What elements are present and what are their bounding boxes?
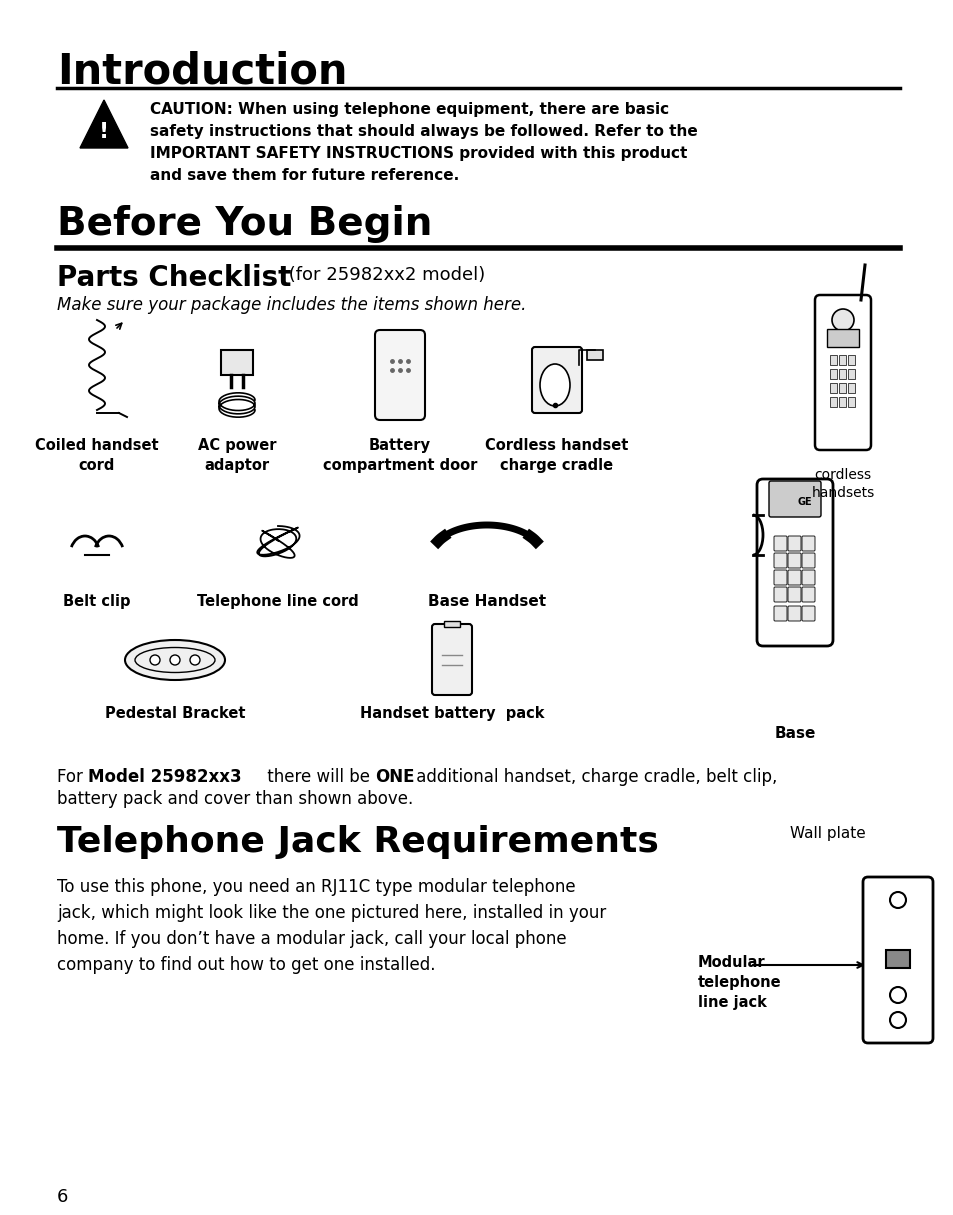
Text: Coiled handset
cord: Coiled handset cord (35, 437, 158, 473)
Ellipse shape (539, 364, 569, 406)
Text: there will be: there will be (262, 768, 375, 786)
FancyBboxPatch shape (432, 625, 472, 695)
FancyBboxPatch shape (773, 553, 786, 567)
Text: Pedestal Bracket: Pedestal Bracket (105, 706, 245, 720)
Bar (443, 621, 459, 627)
Bar (829, 397, 836, 407)
FancyBboxPatch shape (757, 479, 832, 646)
Bar (826, 329, 858, 347)
Circle shape (889, 987, 905, 1004)
Bar (829, 383, 836, 392)
Text: Base: Base (774, 727, 815, 741)
Text: Telephone Jack Requirements: Telephone Jack Requirements (57, 825, 659, 859)
Bar (838, 383, 845, 392)
Circle shape (150, 655, 160, 665)
Text: battery pack and cover than shown above.: battery pack and cover than shown above. (57, 790, 413, 808)
FancyBboxPatch shape (787, 587, 801, 601)
Circle shape (889, 1012, 905, 1028)
Text: Cordless handset
charge cradle: Cordless handset charge cradle (485, 437, 628, 473)
Text: To use this phone, you need an RJ11C type modular telephone: To use this phone, you need an RJ11C typ… (57, 878, 575, 895)
Text: CAUTION: When using telephone equipment, there are basic: CAUTION: When using telephone equipment,… (150, 102, 668, 117)
Bar (586, 350, 602, 360)
Text: GE: GE (797, 497, 811, 507)
Text: Modular
telephone
line jack: Modular telephone line jack (698, 955, 781, 1010)
Text: AC power
adaptor: AC power adaptor (197, 437, 276, 473)
FancyBboxPatch shape (801, 587, 814, 601)
Text: Introduction: Introduction (57, 50, 347, 92)
Text: !: ! (99, 122, 109, 142)
FancyBboxPatch shape (801, 536, 814, 550)
Bar (829, 355, 836, 364)
Text: cordless
handsets: cordless handsets (810, 468, 874, 501)
Text: jack, which might look like the one pictured here, installed in your: jack, which might look like the one pict… (57, 904, 605, 922)
Text: Before You Begin: Before You Begin (57, 205, 432, 243)
FancyBboxPatch shape (787, 553, 801, 567)
Text: Parts Checklist: Parts Checklist (57, 264, 291, 292)
Ellipse shape (831, 309, 853, 330)
Text: Wall plate: Wall plate (789, 826, 864, 841)
Text: For: For (57, 768, 88, 786)
Bar (847, 383, 854, 392)
FancyBboxPatch shape (801, 570, 814, 584)
FancyBboxPatch shape (773, 606, 786, 621)
FancyBboxPatch shape (773, 570, 786, 584)
Text: home. If you don’t have a modular jack, call your local phone: home. If you don’t have a modular jack, … (57, 929, 566, 948)
FancyBboxPatch shape (787, 606, 801, 621)
FancyBboxPatch shape (773, 587, 786, 601)
Text: Base Handset: Base Handset (428, 594, 545, 609)
Text: (for 25982xx2 model): (for 25982xx2 model) (283, 266, 485, 284)
FancyBboxPatch shape (787, 570, 801, 584)
Bar (221, 350, 253, 375)
Text: additional handset, charge cradle, belt clip,: additional handset, charge cradle, belt … (411, 768, 777, 786)
FancyBboxPatch shape (375, 330, 424, 420)
FancyBboxPatch shape (862, 877, 932, 1042)
Bar (838, 397, 845, 407)
FancyBboxPatch shape (532, 347, 581, 413)
Bar (847, 369, 854, 379)
Bar (885, 950, 909, 968)
FancyBboxPatch shape (773, 536, 786, 550)
Text: ONE: ONE (375, 768, 414, 786)
Circle shape (170, 655, 180, 665)
Text: Model 25982xx3: Model 25982xx3 (88, 768, 241, 786)
FancyBboxPatch shape (768, 481, 821, 518)
Bar (838, 355, 845, 364)
Text: Battery
compartment door: Battery compartment door (322, 437, 476, 473)
Text: IMPORTANT SAFETY INSTRUCTIONS provided with this product: IMPORTANT SAFETY INSTRUCTIONS provided w… (150, 146, 687, 162)
Bar (847, 355, 854, 364)
Bar (838, 369, 845, 379)
Bar (847, 397, 854, 407)
Text: Make sure your package includes the items shown here.: Make sure your package includes the item… (57, 296, 526, 313)
FancyBboxPatch shape (814, 295, 870, 450)
Text: and save them for future reference.: and save them for future reference. (150, 168, 458, 183)
Text: safety instructions that should always be followed. Refer to the: safety instructions that should always b… (150, 124, 697, 139)
FancyBboxPatch shape (801, 606, 814, 621)
Text: 6: 6 (57, 1188, 69, 1206)
FancyBboxPatch shape (801, 553, 814, 567)
Circle shape (190, 655, 200, 665)
Circle shape (889, 892, 905, 908)
Polygon shape (80, 100, 128, 148)
Text: Telephone line cord: Telephone line cord (197, 594, 358, 609)
Text: company to find out how to get one installed.: company to find out how to get one insta… (57, 956, 435, 974)
Bar (829, 369, 836, 379)
Text: Belt clip: Belt clip (63, 594, 131, 609)
Ellipse shape (125, 640, 225, 680)
Text: Handset battery  pack: Handset battery pack (359, 706, 543, 720)
FancyBboxPatch shape (787, 536, 801, 550)
